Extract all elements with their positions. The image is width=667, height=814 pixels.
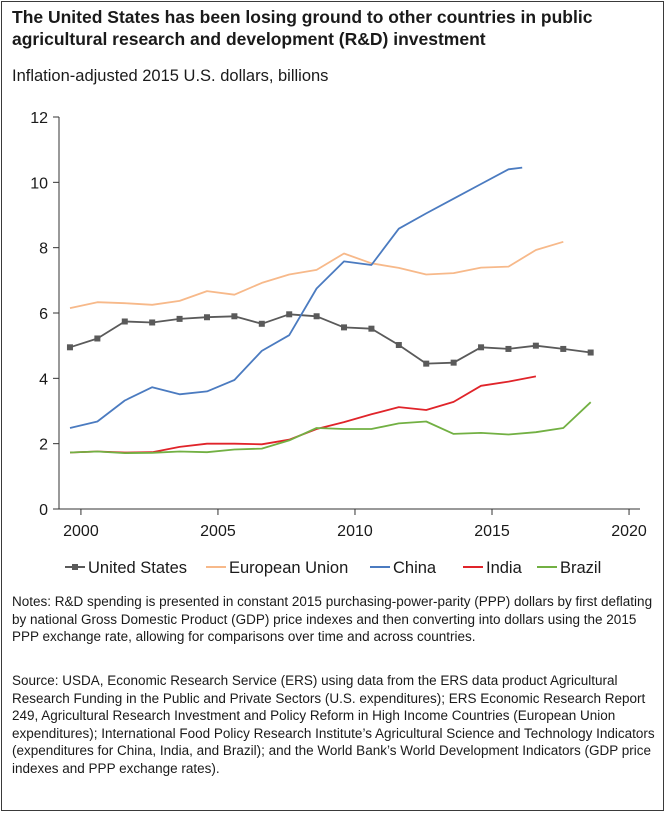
chart-subtitle: Inflation-adjusted 2015 U.S. dollars, bi…	[12, 67, 329, 85]
line-chart: 0 2 4 6 8 10 12 2000 2005 2010 2015 2020 United Stat…	[30, 110, 647, 577]
data-point-united-states	[532, 342, 539, 349]
data-point-united-states	[231, 313, 238, 320]
data-point-united-states	[94, 335, 101, 342]
data-point-united-states	[313, 313, 320, 320]
legend-label-european-union: European Union	[229, 559, 348, 577]
legend-label-india: India	[486, 559, 523, 577]
data-point-united-states	[149, 319, 156, 326]
y-tick-label: 4	[39, 371, 48, 388]
data-point-united-states	[176, 315, 183, 322]
plot-area: 0 2 4 6 8 10 12 2000 2005 2010 2015 2020 United Stat…	[30, 110, 647, 577]
y-tick-label: 12	[30, 110, 48, 127]
y-tick-label: 2	[39, 437, 48, 454]
source-text: Source: USDA, Economic Research Service …	[12, 673, 655, 776]
series-line-china	[69, 166, 523, 429]
data-point-united-states	[258, 320, 265, 327]
data-point-united-states	[587, 349, 594, 356]
x-tick-label: 2020	[611, 523, 647, 540]
x-tick-label: 2010	[337, 523, 373, 540]
data-point-united-states	[286, 311, 293, 318]
series-line-united-states	[69, 313, 591, 365]
x-tick-label: 2015	[474, 523, 510, 540]
data-point-united-states	[423, 360, 430, 367]
y-tick-label: 6	[39, 306, 48, 323]
y-tick-label: 8	[39, 241, 48, 258]
data-point-united-states	[478, 344, 485, 351]
data-point-united-states	[368, 325, 375, 332]
x-tick-label: 2000	[63, 523, 99, 540]
chart-title: The United States has been losing ground…	[12, 7, 593, 49]
series-line-india	[69, 375, 537, 454]
data-point-united-states	[450, 359, 457, 366]
y-tick-label: 10	[30, 175, 48, 192]
legend-label-brazil: Brazil	[560, 559, 601, 577]
data-point-united-states	[121, 318, 128, 325]
data-point-united-states	[341, 324, 348, 331]
data-point-united-states	[395, 342, 402, 349]
legend-label-united-states: United States	[88, 559, 187, 577]
data-point-united-states	[203, 314, 210, 321]
legend-marker-united-states	[72, 564, 78, 570]
notes-text: Notes: R&D spending is presented in cons…	[12, 594, 653, 645]
x-tick-label: 2005	[200, 523, 236, 540]
y-tick-label: 0	[39, 502, 48, 519]
legend-label-china: China	[393, 559, 437, 577]
series-line-european-union	[69, 240, 564, 309]
data-point-united-states	[505, 345, 512, 352]
data-point-united-states	[66, 344, 73, 351]
series-line-brazil	[69, 401, 592, 455]
data-point-united-states	[560, 345, 567, 352]
